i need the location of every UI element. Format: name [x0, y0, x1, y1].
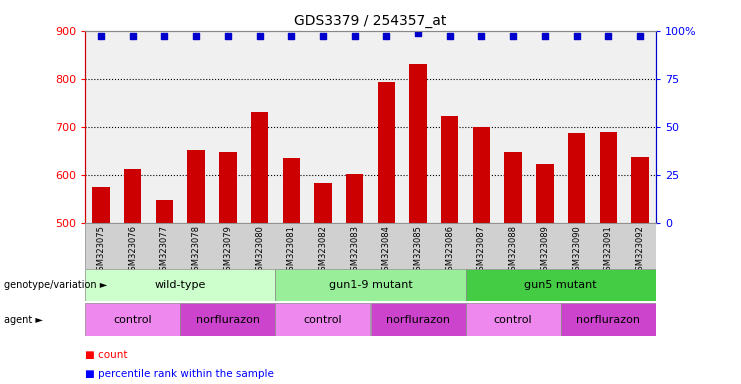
- Text: gun5 mutant: gun5 mutant: [525, 280, 597, 290]
- Bar: [599, 132, 617, 223]
- Text: GSM323085: GSM323085: [413, 225, 422, 276]
- Text: GSM323075: GSM323075: [96, 225, 105, 276]
- Text: GSM323086: GSM323086: [445, 225, 454, 276]
- Bar: [85, 223, 656, 269]
- Bar: [378, 82, 395, 223]
- Text: control: control: [494, 314, 533, 325]
- Bar: [156, 200, 173, 223]
- Bar: [85, 303, 180, 336]
- Point: [253, 33, 265, 40]
- Bar: [465, 269, 656, 301]
- Bar: [505, 152, 522, 223]
- Point: [317, 33, 329, 40]
- Point: [444, 33, 456, 40]
- Point: [285, 33, 297, 40]
- Text: GSM323080: GSM323080: [255, 225, 264, 276]
- Point: [127, 33, 139, 40]
- Bar: [370, 303, 465, 336]
- Point: [95, 33, 107, 40]
- Text: GSM323081: GSM323081: [287, 225, 296, 276]
- Bar: [85, 269, 276, 301]
- Text: agent ►: agent ►: [4, 314, 42, 325]
- Bar: [314, 183, 332, 223]
- Text: ■ count: ■ count: [85, 350, 127, 360]
- Text: norflurazon: norflurazon: [386, 314, 450, 325]
- Title: GDS3379 / 254357_at: GDS3379 / 254357_at: [294, 14, 447, 28]
- Text: GSM323089: GSM323089: [540, 225, 549, 276]
- Bar: [568, 134, 585, 223]
- Bar: [219, 152, 236, 223]
- Bar: [93, 187, 110, 223]
- Bar: [282, 158, 300, 223]
- Point: [634, 33, 646, 40]
- Text: GSM323083: GSM323083: [350, 225, 359, 276]
- Text: GSM323077: GSM323077: [160, 225, 169, 276]
- Point: [222, 33, 233, 40]
- Text: GSM323088: GSM323088: [508, 225, 518, 276]
- Point: [412, 30, 424, 36]
- Text: GSM323076: GSM323076: [128, 225, 137, 276]
- Point: [539, 33, 551, 40]
- Text: wild-type: wild-type: [155, 280, 206, 290]
- Bar: [631, 157, 648, 223]
- Text: GSM323090: GSM323090: [572, 225, 581, 276]
- Bar: [473, 127, 490, 223]
- Text: norflurazon: norflurazon: [576, 314, 640, 325]
- Text: GSM323078: GSM323078: [192, 225, 201, 276]
- Text: GSM323079: GSM323079: [223, 225, 233, 276]
- Bar: [561, 303, 656, 336]
- Point: [602, 33, 614, 40]
- Point: [190, 33, 202, 40]
- Point: [507, 33, 519, 40]
- Bar: [409, 65, 427, 223]
- Bar: [465, 303, 561, 336]
- Bar: [346, 174, 363, 223]
- Bar: [180, 303, 276, 336]
- Bar: [187, 150, 205, 223]
- Bar: [124, 169, 142, 223]
- Text: genotype/variation ►: genotype/variation ►: [4, 280, 107, 290]
- Bar: [276, 303, 370, 336]
- Text: ■ percentile rank within the sample: ■ percentile rank within the sample: [85, 369, 274, 379]
- Point: [159, 33, 170, 40]
- Text: GSM323087: GSM323087: [477, 225, 486, 276]
- Text: GSM323091: GSM323091: [604, 225, 613, 276]
- Text: gun1-9 mutant: gun1-9 mutant: [328, 280, 413, 290]
- Text: GSM323084: GSM323084: [382, 225, 391, 276]
- Text: control: control: [113, 314, 152, 325]
- Text: GSM323092: GSM323092: [636, 225, 645, 276]
- Bar: [276, 269, 465, 301]
- Point: [571, 33, 582, 40]
- Point: [380, 33, 392, 40]
- Point: [349, 33, 361, 40]
- Text: norflurazon: norflurazon: [196, 314, 260, 325]
- Point: [476, 33, 488, 40]
- Text: GSM323082: GSM323082: [319, 225, 328, 276]
- Bar: [536, 164, 554, 223]
- Bar: [251, 113, 268, 223]
- Bar: [441, 116, 459, 223]
- Text: control: control: [304, 314, 342, 325]
